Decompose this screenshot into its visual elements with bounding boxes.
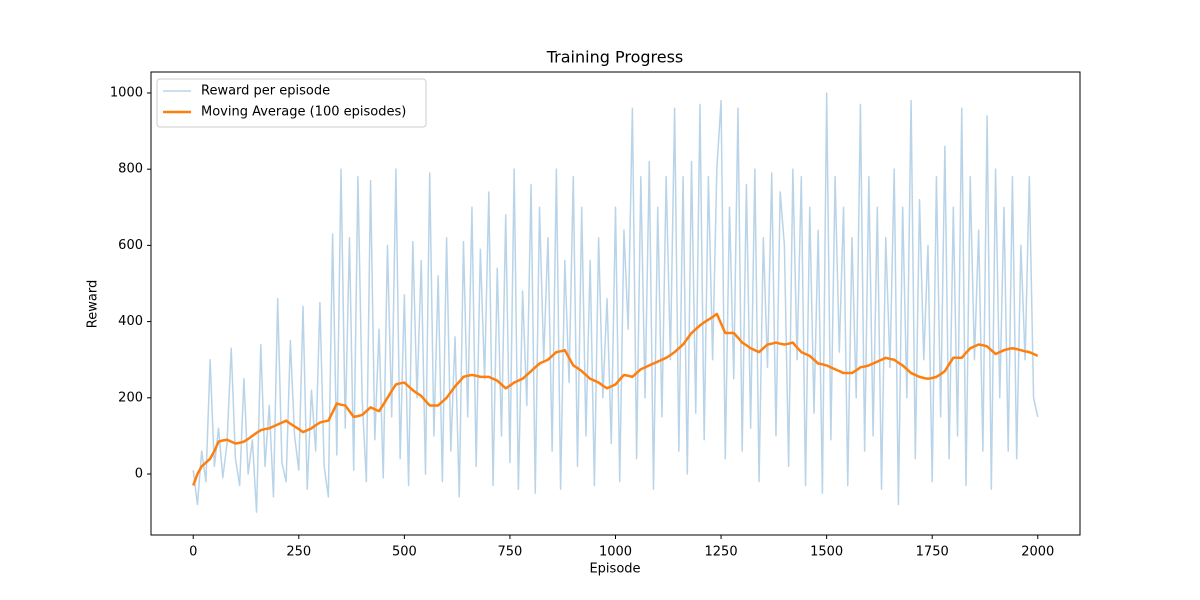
y-tick-label: 0 bbox=[135, 467, 143, 482]
x-tick-label: 1500 bbox=[810, 545, 843, 560]
chart-title: Training Progress bbox=[546, 48, 684, 67]
y-tick-label: 1000 bbox=[110, 85, 143, 100]
x-tick-label: 1750 bbox=[916, 545, 949, 560]
x-tick-label: 2000 bbox=[1021, 545, 1054, 560]
series-line bbox=[192, 312, 1039, 486]
series-line bbox=[192, 92, 1039, 513]
x-tick-label: 1250 bbox=[705, 545, 738, 560]
x-axis-label: Episode bbox=[589, 562, 640, 577]
x-tick-label: 250 bbox=[286, 545, 311, 560]
legend-box bbox=[156, 78, 427, 128]
legend-label: Reward per episode bbox=[201, 84, 330, 99]
x-tick-label: 750 bbox=[498, 545, 523, 560]
y-tick-label: 400 bbox=[118, 314, 143, 329]
legend-label: Moving Average (100 episodes) bbox=[201, 105, 406, 120]
x-tick-label: 0 bbox=[189, 545, 197, 560]
x-tick-label: 500 bbox=[392, 545, 417, 560]
y-tick-label: 600 bbox=[118, 238, 143, 253]
plot-frame bbox=[150, 71, 1081, 536]
y-tick-label: 200 bbox=[118, 390, 143, 405]
y-tick-label: 800 bbox=[118, 162, 143, 177]
x-tick-label: 1000 bbox=[599, 545, 632, 560]
y-axis-label: Reward bbox=[86, 280, 101, 328]
